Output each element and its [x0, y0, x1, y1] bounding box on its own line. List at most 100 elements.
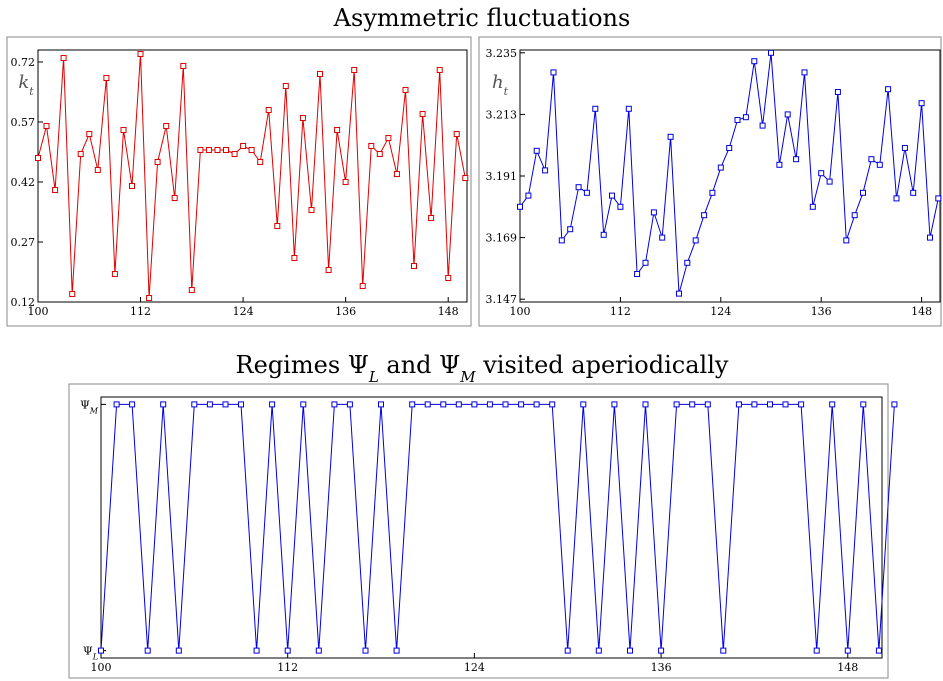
- data-point: [844, 647, 851, 654]
- data-point: [901, 145, 908, 151]
- data-point: [611, 401, 618, 408]
- data-point: [282, 83, 289, 89]
- data-point: [445, 275, 452, 281]
- data-point: [60, 55, 67, 61]
- data-point: [231, 151, 238, 157]
- data-point: [673, 401, 680, 408]
- x-tick-label: 124: [710, 305, 731, 318]
- data-point: [717, 164, 724, 171]
- data-point: [188, 287, 195, 293]
- data-point: [197, 147, 204, 153]
- data-point: [782, 401, 789, 408]
- x-tick-label: 112: [130, 305, 151, 318]
- x-tick-label: 136: [651, 661, 672, 674]
- data-point: [809, 203, 816, 210]
- data-point: [331, 401, 338, 408]
- data-point: [180, 63, 187, 69]
- data-point: [617, 203, 624, 210]
- data-point: [542, 167, 549, 174]
- data-point: [409, 401, 416, 408]
- data-point: [704, 401, 711, 408]
- data-point: [564, 647, 571, 654]
- data-point: [834, 89, 841, 95]
- data-point: [308, 207, 315, 213]
- data-point: [284, 647, 291, 654]
- data-point: [642, 259, 649, 266]
- data-point: [550, 69, 557, 76]
- data-point: [517, 203, 523, 210]
- data-point: [600, 231, 607, 238]
- x-tick-label: 148: [438, 305, 459, 318]
- data-point: [299, 115, 306, 121]
- data-point: [813, 647, 820, 654]
- data-point: [592, 105, 599, 112]
- data-point: [291, 255, 298, 261]
- x-tick-label: 112: [277, 661, 298, 674]
- data-point: [368, 143, 375, 149]
- data-point: [160, 401, 167, 408]
- data-point: [549, 401, 556, 408]
- y-axis-label: kt: [18, 72, 34, 98]
- data-point: [43, 123, 50, 129]
- data-point: [860, 189, 866, 196]
- panel-frame: [68, 383, 889, 679]
- data-point: [103, 75, 110, 81]
- data-point: [851, 212, 858, 219]
- data-point: [274, 223, 281, 229]
- data-point: [238, 401, 244, 408]
- data-point: [94, 167, 101, 173]
- top-title: Asymmetric fluctuations: [333, 4, 631, 32]
- data-point: [175, 647, 182, 654]
- data-point: [402, 87, 409, 93]
- data-point: [735, 401, 742, 408]
- x-tick-label: 124: [233, 305, 254, 318]
- data-point: [583, 189, 590, 196]
- data-point: [222, 401, 229, 408]
- data-point: [793, 156, 800, 163]
- data-point: [567, 226, 574, 233]
- data-point: [300, 401, 307, 408]
- data-point: [411, 263, 417, 269]
- data-point: [240, 143, 247, 149]
- y-tick-label: 0.42: [11, 176, 36, 189]
- panel-frame: [478, 36, 942, 327]
- data-point: [137, 51, 144, 57]
- data-point: [868, 156, 875, 163]
- data-point: [205, 147, 212, 153]
- data-point: [393, 647, 400, 654]
- data-point: [580, 401, 587, 408]
- data-point: [701, 212, 708, 219]
- x-tick-label: 136: [335, 305, 356, 318]
- data-point: [692, 237, 699, 244]
- data-point: [720, 647, 727, 654]
- data-point: [52, 187, 59, 193]
- data-point: [726, 145, 733, 151]
- y-tick-label: 3.213: [486, 108, 518, 121]
- data-point: [393, 171, 400, 177]
- bottom-title: Regimes ΨL and ΨM visited aperiodically: [236, 351, 729, 386]
- data-point: [650, 209, 657, 216]
- y-tick-label: 0.72: [11, 56, 36, 69]
- data-point: [518, 401, 525, 408]
- data-point: [419, 111, 426, 117]
- data-point: [113, 401, 120, 408]
- y-tick-label: 3.147: [486, 293, 518, 306]
- data-point: [315, 647, 322, 654]
- data-point: [269, 401, 276, 408]
- data-point: [171, 195, 178, 201]
- data-point: [767, 401, 773, 408]
- data-point: [144, 647, 151, 654]
- data-point: [658, 647, 665, 654]
- x-tick-label: 136: [811, 305, 832, 318]
- data-point: [77, 151, 84, 157]
- data-point: [462, 175, 469, 181]
- data-point: [120, 127, 127, 133]
- panel-frame: [6, 36, 472, 327]
- regime-panel: 100 112 124 136 148 ΨL ΨM: [68, 383, 898, 679]
- data-point: [935, 195, 942, 202]
- data-point: [759, 122, 766, 129]
- data-point: [440, 401, 447, 408]
- data-point: [424, 401, 431, 408]
- data-point: [486, 401, 493, 408]
- data-point: [751, 401, 758, 408]
